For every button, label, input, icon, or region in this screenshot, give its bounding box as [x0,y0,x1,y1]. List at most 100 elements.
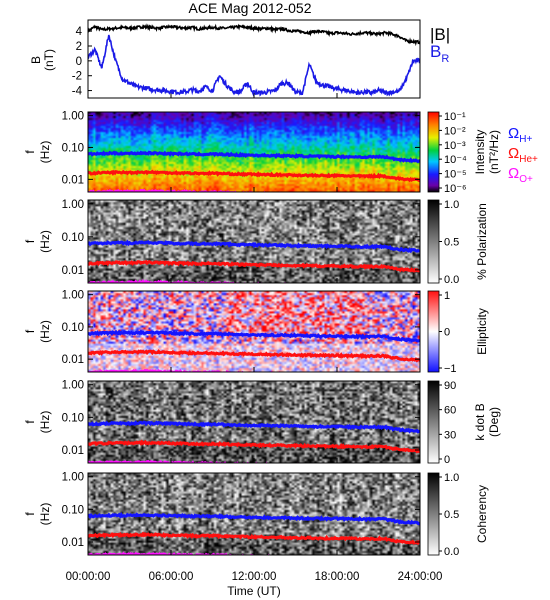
colorbar-tick-label: 1 [444,290,450,302]
ellipticity-panel: 1.00 0.10 0.01 f (Hz) 1 0 −1 Ellipticity [23,290,489,375]
b-field-legend: |B| BR [430,25,450,65]
time-axis: 00:00:00 06:00:00 12:00:00 18:00:00 24:0… [66,571,443,598]
time-tick-3: 18:00:00 [315,571,360,583]
colorbar-tick-label: 90 [444,380,456,392]
polarization-colorbar-label: % Polarization [475,203,489,280]
freq-ylabel-f: f [23,239,37,243]
polarization-colorbar [427,199,440,284]
freq-tick-label: 0.10 [62,412,84,424]
intensity-colorbar [427,111,440,193]
kdotb-colorbar [427,380,440,464]
b-magnitude-line [88,23,420,47]
intensity-panel: 1.00 0.10 0.01 f (Hz) 10⁻¹ 10⁻² 10⁻³ 10⁻⁴ 10⁻⁵ 10⁻… [23,111,501,195]
time-tick-2: 12:00:00 [232,571,277,583]
b-radial-line [88,34,420,97]
intensity-colorbar-unit: (nT²/Hz) [487,130,501,174]
colorbar-tick-label: 0.5 [444,237,459,249]
colorbar-tick-label: 10⁻² [444,125,466,137]
b-field-ytick-label: 0 [76,56,82,68]
colorbar-tick-label: 0.5 [444,509,459,521]
omega-he-line [88,259,420,273]
colorbar-tick-label: 10⁻⁶ [444,183,467,195]
omega-he-line [88,349,420,363]
b-field-ytick-label: -4 [72,86,83,98]
freq-tick-label: 0.01 [62,174,84,186]
omega-h-line [88,150,420,164]
freq-ylabel-f: f [23,150,37,154]
coherency-colorbar [427,472,440,556]
freq-tick-label: 0.01 [62,354,84,366]
freq-ylabel-f: f [23,420,37,424]
freq-tick-label: 0.01 [62,265,84,277]
omega-h-line [88,420,420,434]
colorbar-tick-label: 10⁻⁵ [444,169,467,181]
b-field-ytick-label: 4 [76,26,83,38]
freq-ylabel-unit: (Hz) [38,141,52,164]
omega-legend: ΩH+ ΩHe+ ΩO+ [508,125,538,185]
colorbar-tick-label: 10⁻¹ [444,111,466,123]
coherency-colorbar-label: Coherency [475,485,489,543]
time-tick-4: 24:00:00 [398,571,443,583]
colorbar-tick-label: 1.0 [444,199,459,211]
freq-tick-label: 0.10 [62,232,84,244]
b-field-ytick-label: 2 [76,41,82,53]
kdotb-panel: 1.00 0.10 0.01 f (Hz) 90 60 30 0 k dot B (Deg) [23,380,501,466]
colorbar-tick-label: 30 [444,429,456,441]
omega-h-line [88,329,420,343]
b-field-ylabel-unit: (nT) [42,49,56,71]
time-tick-1: 06:00:00 [149,571,194,583]
freq-ylabel-unit: (Hz) [38,320,52,343]
omega-h-line [88,512,420,526]
colorbar-tick-label: 0 [444,327,450,339]
ellipticity-colorbar [427,290,440,373]
freq-ylabel-f: f [23,329,37,333]
freq-tick-label: 0.10 [62,322,84,334]
polarization-panel: 1.00 0.10 0.01 f (Hz) 1.0 0.5 0.0 % Polarization [23,199,489,286]
freq-tick-label: 0.10 [62,142,84,154]
freq-tick-label: 1.00 [62,111,84,123]
b-field-frame [87,19,421,99]
b-field-ylabel: B (nT) [29,49,56,71]
legend-omega-h: ΩH+ [508,125,532,145]
omega-he-line [88,169,420,183]
omega-he-line [88,531,420,546]
b-field-ytick-label: -2 [72,71,82,83]
b-field-ylabel-b: B [29,56,43,64]
freq-ylabel-unit: (Hz) [38,230,52,253]
colorbar-tick-label: 1.0 [444,472,459,484]
legend-b-radial: BR [430,42,449,65]
figure-title: ACE Mag 2012-052 [189,0,312,16]
kdotb-colorbar-unit: (Deg) [487,407,501,437]
colorbar-tick-label: 10⁻³ [444,140,466,152]
time-axis-label: Time (UT) [227,584,281,598]
freq-tick-label: 0.01 [62,445,84,457]
colorbar-tick-label: 60 [444,405,456,417]
freq-ylabel-unit: (Hz) [38,503,52,526]
omega-h-line [88,239,420,254]
legend-b-magnitude: |B| [430,25,450,44]
legend-omega-o: ΩO+ [508,165,533,185]
freq-tick-label: 1.00 [62,290,84,302]
coherency-panel: 1.00 0.10 0.01 f (Hz) 1.0 0.5 0.0 Coherency [23,472,489,558]
freq-tick-label: 1.00 [62,472,84,484]
colorbar-tick-label: 10⁻⁴ [444,154,467,166]
colorbar-tick-label: 0.0 [444,274,459,286]
time-tick-0: 00:00:00 [66,571,111,583]
freq-tick-label: 1.00 [62,380,84,392]
kdotb-colorbar-label: k dot B [473,403,487,440]
legend-omega-he: ΩHe+ [508,145,538,165]
freq-tick-label: 0.10 [62,504,84,516]
colorbar-tick-label: −1 [444,363,457,375]
freq-tick-label: 0.01 [62,537,84,549]
b-field-panel: B (nT) 4 2 0 -2 -4 |B| BR [29,19,450,99]
colorbar-tick-label: 0 [444,454,450,466]
freq-tick-label: 1.00 [62,199,84,211]
colorbar-tick-label: 0.0 [444,546,459,558]
ellipticity-colorbar-label: Ellipticity [475,308,489,355]
omega-he-line [88,439,420,454]
omega-o-line [88,278,339,283]
freq-ylabel-f: f [23,512,37,516]
omega-o-line [88,188,376,192]
intensity-colorbar-label: Intensity [473,130,487,175]
